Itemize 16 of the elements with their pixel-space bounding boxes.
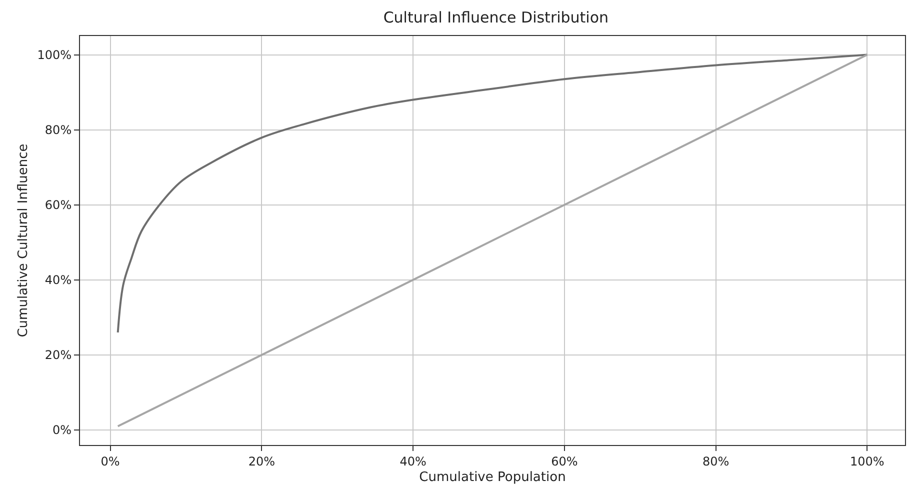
y-axis-title: Cumulative Cultural Influence (16, 144, 32, 338)
x-tick-label: 60% (551, 454, 578, 468)
x-tick-label: 0% (100, 454, 120, 468)
y-tick-label: 20% (44, 348, 72, 362)
line-series (116, 54, 868, 334)
x-tick-label: 40% (400, 454, 426, 468)
y-tick-label: 100% (37, 48, 72, 62)
y-tick-label: 60% (44, 198, 72, 212)
y-tick-label: 80% (44, 123, 72, 138)
chart-title: Cultural Influence Distribution (383, 8, 609, 27)
x-axis-title: Cumulative Population (419, 470, 566, 485)
x-tick-label: 100% (850, 454, 884, 468)
x-tick-label: 80% (702, 454, 730, 468)
x-tick-label: 20% (248, 454, 275, 468)
y-tick-label: 40% (44, 273, 72, 288)
y-tick-label: 0% (52, 423, 72, 438)
